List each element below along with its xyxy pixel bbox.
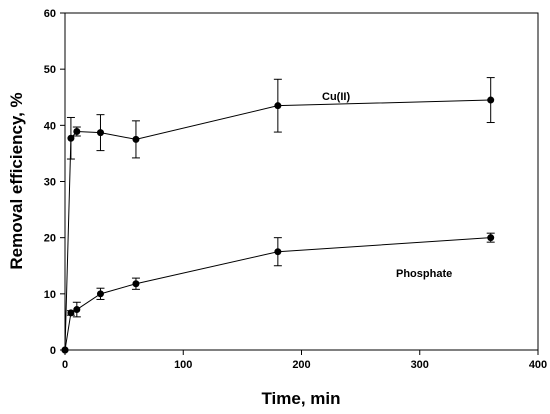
- data-point-phosphate: [67, 309, 75, 317]
- y-tick-label: 60: [44, 8, 56, 20]
- y-tick-label: 30: [44, 177, 56, 189]
- data-point-cu-ii: [487, 96, 495, 104]
- data-point-cu-ii: [274, 102, 282, 110]
- data-point-phosphate: [61, 346, 69, 354]
- y-tick-label: 50: [44, 64, 56, 76]
- data-series: [61, 77, 495, 354]
- x-axis: 0 100 200 300 400: [62, 350, 547, 371]
- y-axis: 0 10 20 30 40 50 60: [44, 8, 65, 357]
- x-tick-label: 400: [529, 359, 547, 371]
- data-point-phosphate: [132, 280, 140, 288]
- y-tick-label: 40: [44, 120, 56, 132]
- series-label-cu: Cu(II): [322, 91, 350, 103]
- data-point-cu-ii: [67, 134, 75, 142]
- data-point-phosphate: [73, 306, 81, 314]
- y-axis-title: Removal efficiency, %: [7, 92, 26, 269]
- data-point-cu-ii: [73, 128, 81, 136]
- data-point-phosphate: [274, 248, 282, 256]
- y-tick-label: 0: [50, 345, 56, 357]
- y-tick-label: 20: [44, 233, 56, 245]
- plot-frame: [64, 12, 539, 351]
- series-label-phosphate: Phosphate: [396, 268, 452, 280]
- x-axis-title: Time, min: [261, 389, 340, 408]
- data-point-phosphate: [487, 234, 495, 242]
- x-tick-label: 300: [411, 359, 429, 371]
- x-tick-label: 0: [62, 359, 68, 371]
- data-point-phosphate: [96, 290, 104, 298]
- data-point-cu-ii: [132, 135, 140, 143]
- data-point-cu-ii: [96, 129, 104, 137]
- x-tick-label: 200: [292, 359, 310, 371]
- series-line-cu-ii: [64, 99, 491, 351]
- x-tick-label: 100: [174, 359, 192, 371]
- y-tick-label: 10: [44, 289, 56, 301]
